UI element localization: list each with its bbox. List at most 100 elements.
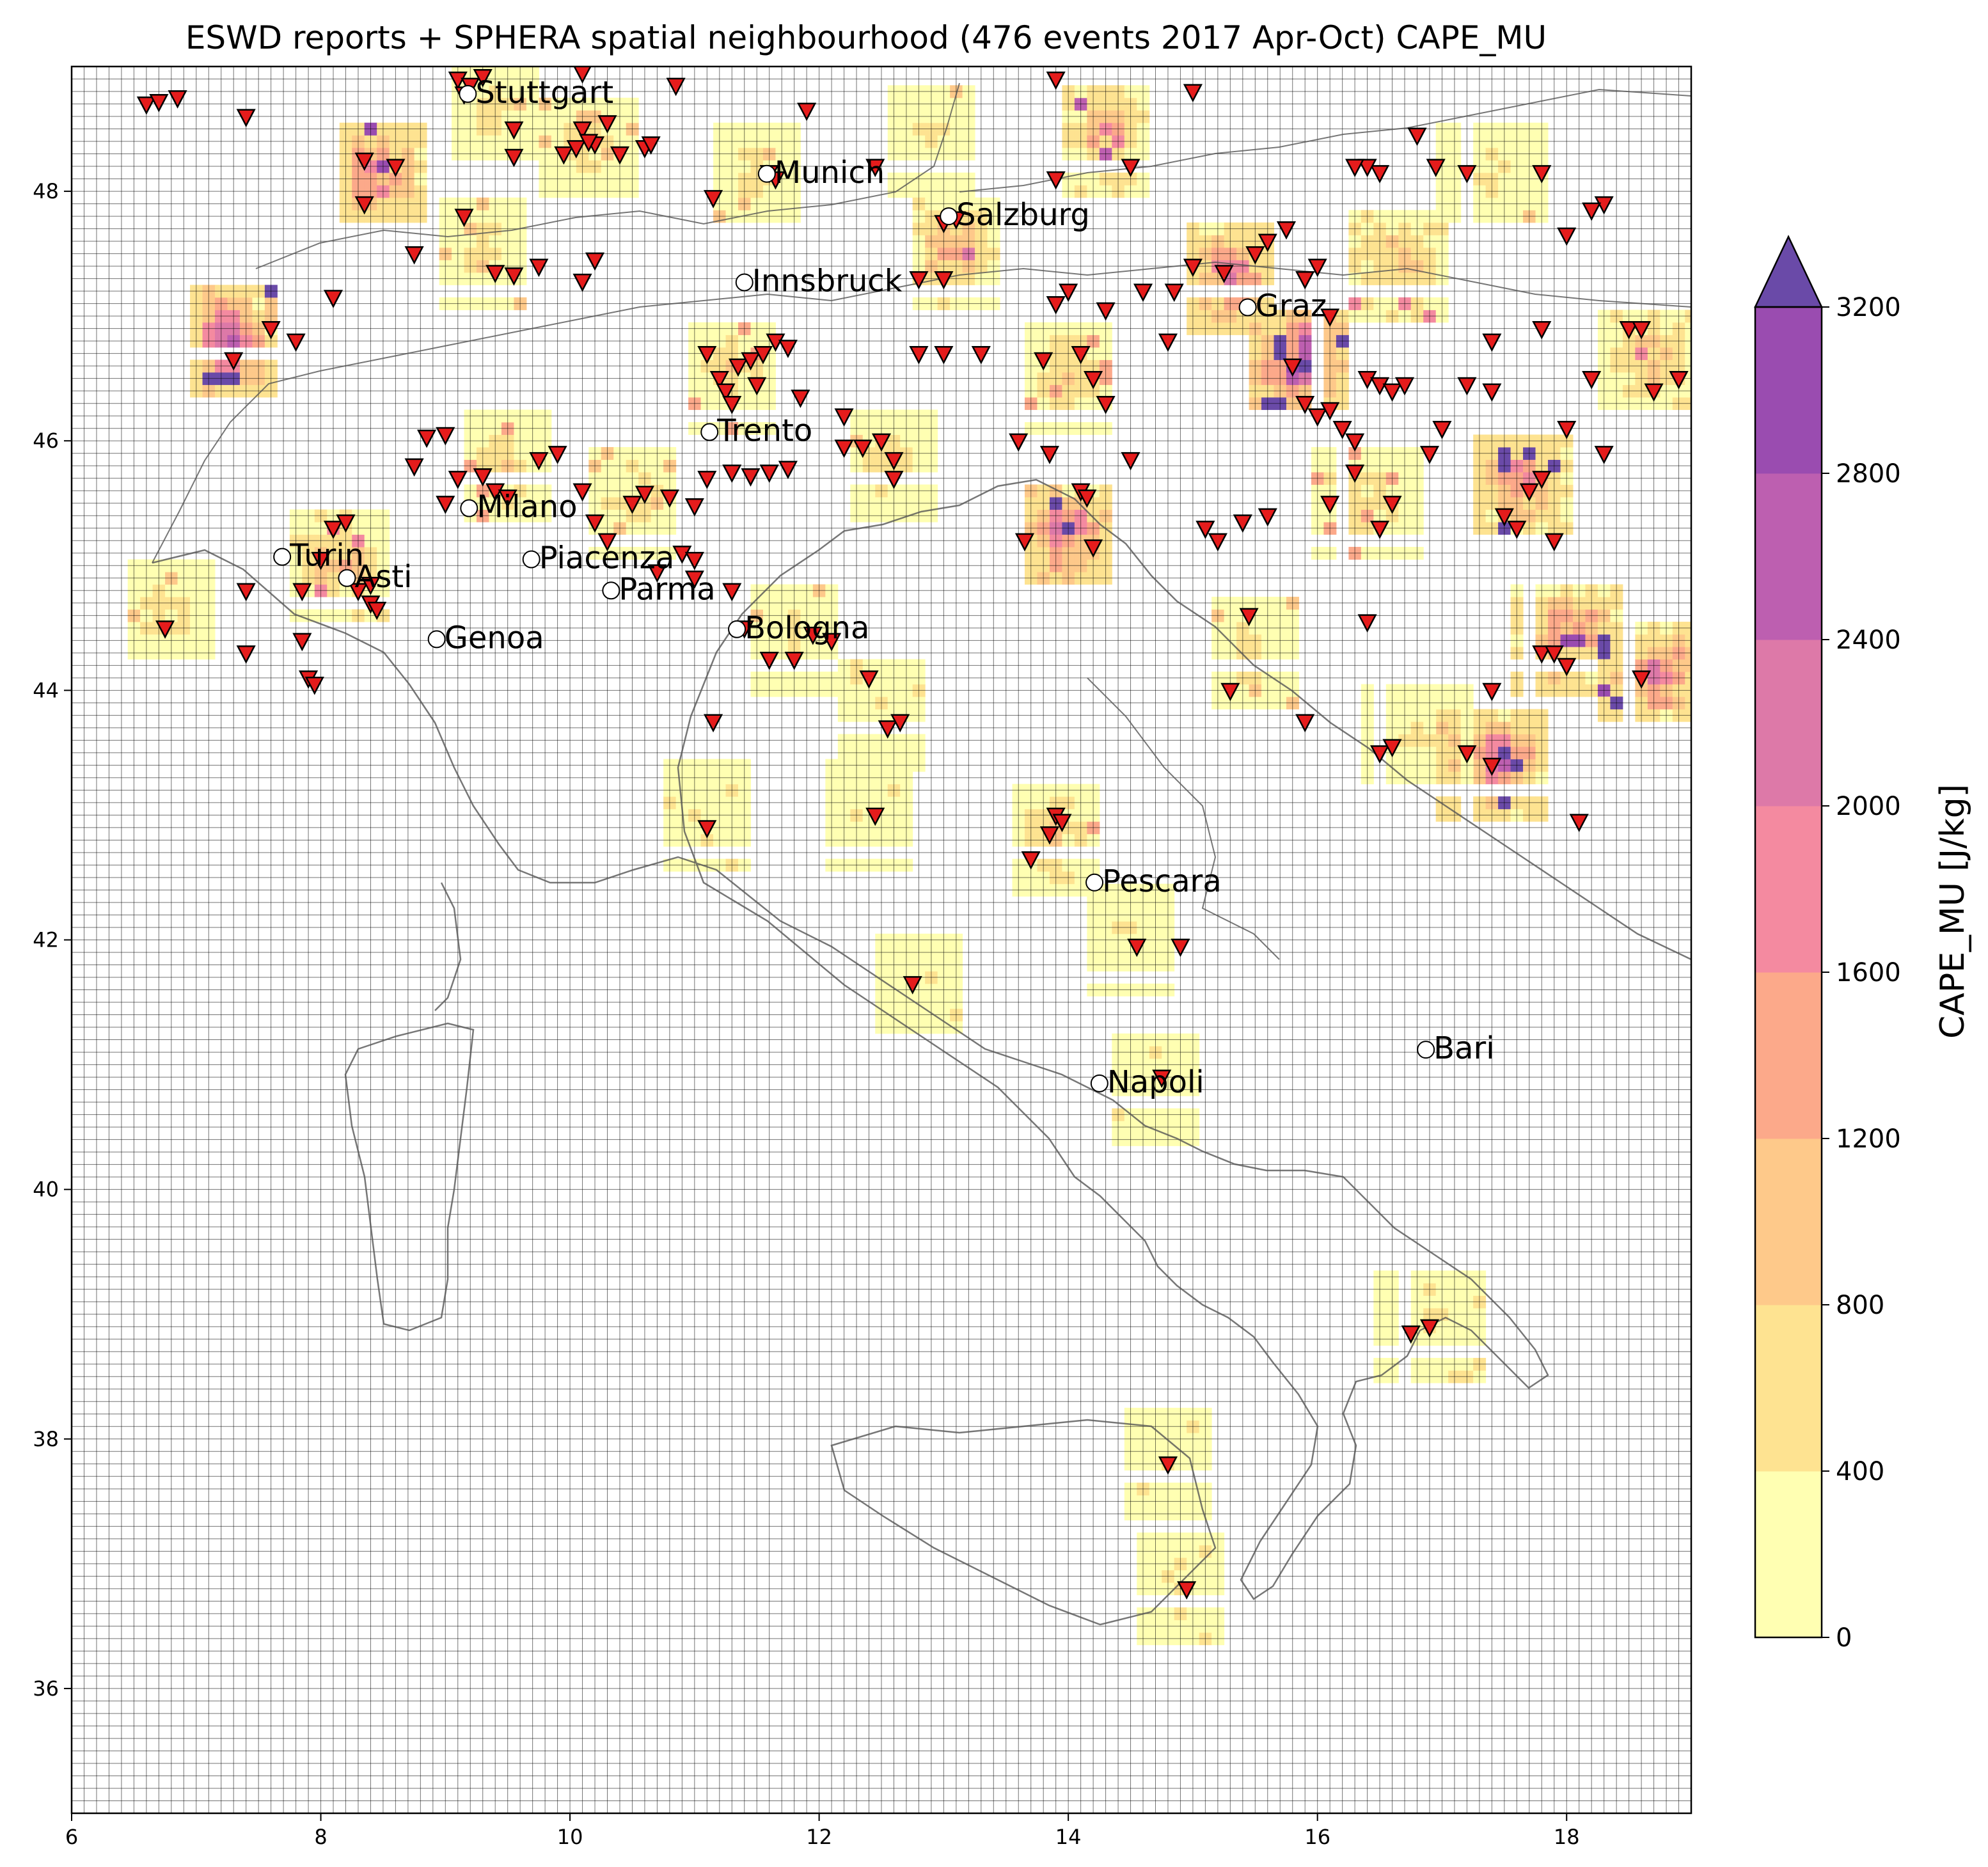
colorbar-segment [1755, 307, 1822, 474]
report-marker [1214, 265, 1234, 283]
report-marker [504, 121, 524, 140]
report-marker [1258, 508, 1277, 527]
report-marker [971, 346, 991, 365]
report-marker [1557, 421, 1577, 439]
report-marker [224, 352, 244, 371]
report-marker [354, 196, 374, 215]
report-marker [1345, 159, 1365, 178]
report-marker [791, 390, 810, 408]
report-marker [697, 820, 717, 839]
report-marker [709, 371, 729, 390]
report-marker [1121, 159, 1140, 178]
report-marker [1382, 383, 1402, 402]
report-marker [436, 427, 455, 446]
colorbar-segment [1755, 473, 1822, 640]
report-marker [1494, 508, 1514, 527]
report-marker [354, 152, 374, 171]
report-marker [361, 576, 381, 595]
report-marker [1282, 358, 1302, 377]
colorbar-segment [1755, 806, 1822, 973]
report-marker [311, 551, 331, 571]
report-marker [803, 626, 823, 645]
report-marker [1009, 433, 1029, 452]
colorbar: 0 400 800 1200 1600 2000 2400 2800 3200 [1754, 235, 1901, 1653]
report-marker [1370, 745, 1390, 764]
colorbar-tick-label: 3200 [1836, 293, 1901, 322]
report-marker [1582, 202, 1602, 221]
report-marker [155, 620, 175, 639]
report-marker [1594, 446, 1614, 464]
city-marker [273, 547, 292, 566]
report-marker [1046, 295, 1066, 315]
report-marker [1121, 452, 1140, 471]
report-marker [1569, 814, 1589, 833]
report-marker [741, 468, 761, 487]
report-marker [386, 159, 406, 178]
report-marker [878, 720, 897, 739]
city-label: Turin [289, 538, 364, 574]
report-marker [1052, 814, 1072, 833]
report-marker [1332, 421, 1352, 439]
report-marker [865, 807, 885, 826]
report-marker [884, 452, 904, 471]
report-marker [417, 429, 437, 448]
y-tick-label: 44 [33, 678, 59, 702]
report-marker [622, 496, 642, 514]
report-marker [323, 521, 343, 539]
report-marker [1183, 258, 1203, 278]
report-marker [903, 976, 922, 995]
report-marker [1233, 514, 1252, 533]
report-marker [454, 209, 474, 228]
x-tick-label: 14 [1055, 1825, 1082, 1849]
report-marker [1370, 521, 1390, 539]
city-marker [427, 630, 446, 649]
report-marker [149, 93, 169, 113]
report-marker [1133, 283, 1153, 303]
report-marker [1208, 533, 1227, 552]
report-marker [1432, 421, 1452, 439]
city-label: Napoli [1107, 1064, 1204, 1100]
city-marker [1417, 1041, 1435, 1059]
report-marker [1457, 745, 1477, 764]
report-marker [1401, 1325, 1421, 1344]
report-marker [1021, 851, 1041, 870]
cape-cell [1698, 684, 1710, 697]
report-marker [436, 496, 455, 514]
report-marker [236, 645, 256, 664]
report-marker [504, 148, 524, 168]
report-marker [834, 439, 854, 458]
colorbar-segment [1755, 1471, 1822, 1638]
report-marker [759, 651, 779, 670]
report-marker [784, 651, 804, 670]
report-marker [1077, 489, 1097, 508]
report-marker [1345, 464, 1365, 483]
report-marker [136, 96, 156, 115]
report-marker [367, 601, 387, 620]
city-markers: Stuttgart Munich Salzburg Innsbruck Graz Tren… [273, 75, 1495, 1100]
report-marker [473, 68, 493, 88]
report-marker [1482, 757, 1502, 776]
y-tick-label: 36 [33, 1676, 59, 1701]
report-marker [1084, 539, 1103, 558]
report-marker [1239, 608, 1259, 627]
report-marker [759, 464, 779, 483]
report-marker [741, 352, 761, 371]
report-marker [1532, 471, 1552, 489]
city-marker [460, 499, 478, 517]
colorbar-segment [1755, 1138, 1822, 1305]
cape-cell [1698, 672, 1710, 684]
report-marker [1419, 1319, 1440, 1338]
report-marker [778, 340, 798, 358]
cape-cell [1698, 709, 1710, 722]
colorbar-tick-label: 2800 [1836, 459, 1901, 489]
x-axis-ticks: 6 8 10 12 14 16 18 [65, 1813, 1580, 1849]
report-marker [1544, 533, 1564, 552]
report-marker [1644, 383, 1664, 402]
report-marker [1482, 333, 1502, 352]
report-marker [1014, 533, 1035, 552]
report-marker [703, 190, 723, 209]
report-marker [286, 333, 306, 352]
report-marker [865, 159, 885, 178]
city-marker [735, 273, 753, 292]
